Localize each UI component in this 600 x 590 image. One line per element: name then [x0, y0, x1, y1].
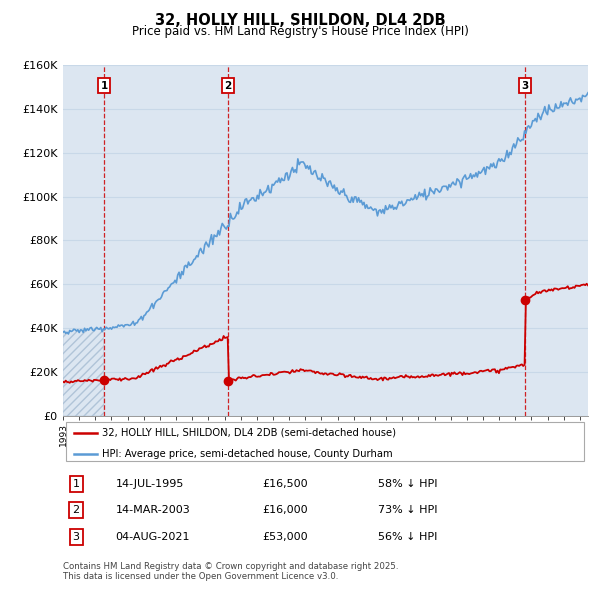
Polygon shape [63, 327, 104, 416]
FancyBboxPatch shape [65, 422, 584, 461]
Text: HPI: Average price, semi-detached house, County Durham: HPI: Average price, semi-detached house,… [103, 449, 393, 459]
Text: Price paid vs. HM Land Registry's House Price Index (HPI): Price paid vs. HM Land Registry's House … [131, 25, 469, 38]
Text: 14-MAR-2003: 14-MAR-2003 [115, 506, 190, 515]
Text: 73% ↓ HPI: 73% ↓ HPI [378, 506, 437, 515]
Text: 32, HOLLY HILL, SHILDON, DL4 2DB: 32, HOLLY HILL, SHILDON, DL4 2DB [155, 13, 445, 28]
Text: Contains HM Land Registry data © Crown copyright and database right 2025.: Contains HM Land Registry data © Crown c… [63, 562, 398, 571]
Text: This data is licensed under the Open Government Licence v3.0.: This data is licensed under the Open Gov… [63, 572, 338, 581]
Text: 2: 2 [224, 81, 232, 91]
Text: 56% ↓ HPI: 56% ↓ HPI [378, 532, 437, 542]
Text: 2: 2 [73, 506, 80, 515]
Text: 3: 3 [73, 532, 80, 542]
Text: 3: 3 [521, 81, 529, 91]
Text: £16,000: £16,000 [263, 506, 308, 515]
Text: £53,000: £53,000 [263, 532, 308, 542]
Text: £16,500: £16,500 [263, 479, 308, 489]
Text: 04-AUG-2021: 04-AUG-2021 [115, 532, 190, 542]
Text: 1: 1 [73, 479, 80, 489]
Text: 1: 1 [100, 81, 107, 91]
Text: 14-JUL-1995: 14-JUL-1995 [115, 479, 184, 489]
Text: 32, HOLLY HILL, SHILDON, DL4 2DB (semi-detached house): 32, HOLLY HILL, SHILDON, DL4 2DB (semi-d… [103, 428, 397, 438]
Text: 58% ↓ HPI: 58% ↓ HPI [378, 479, 437, 489]
